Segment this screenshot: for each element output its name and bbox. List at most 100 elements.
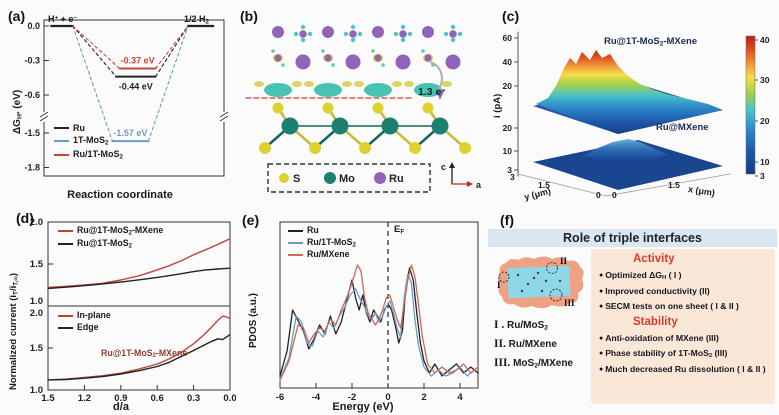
panel-e: (e) -6 -4 -2 0 2 4 PDOS (a.u.) Energy (eV) EF… bbox=[240, 210, 486, 413]
legend-item: Ru bbox=[288, 225, 356, 237]
panel-c-xtick: 0 bbox=[612, 190, 617, 200]
svg-text:0.6: 0.6 bbox=[151, 393, 164, 404]
legend-swatch bbox=[288, 229, 303, 232]
svg-text:-0.6: -0.6 bbox=[24, 90, 40, 100]
panel-b-structure: S Mo Ru c a bbox=[245, 24, 482, 193]
svg-text:-1.5: -1.5 bbox=[24, 128, 40, 138]
interface-legend-row: II. Ru/MXene bbox=[494, 338, 591, 350]
panel-f-label: (f) bbox=[500, 212, 514, 228]
svg-text:0.9: 0.9 bbox=[114, 393, 127, 404]
panel-d-xlabel: d/a bbox=[113, 401, 129, 413]
svg-text:40: 40 bbox=[503, 57, 513, 67]
svg-text:30: 30 bbox=[760, 75, 770, 85]
svg-text:0.0: 0.0 bbox=[27, 21, 40, 31]
svg-text:4: 4 bbox=[457, 392, 463, 403]
svg-text:-0.3: -0.3 bbox=[24, 56, 40, 66]
panel-c-zlabel: i (pA) bbox=[492, 93, 503, 118]
panel-f-schematic-column: I II III I . Ru/MoS2 II. Ru/MXene III. M… bbox=[488, 249, 591, 404]
svg-text:0.3: 0.3 bbox=[187, 393, 200, 404]
panel-e-legend: Ru Ru/1T-MoS2 Ru/MXene bbox=[288, 225, 356, 261]
panel-d-ylabel: Normalized current (iT/iT,∞) bbox=[8, 272, 20, 390]
legend-label: Edge bbox=[77, 321, 99, 332]
panel-d: (d) 2.0 1.5 1.0 2.0 1.5 1.0 1.5 1.2 0.9 0.6 0.3 0.0… bbox=[6, 210, 236, 413]
svg-text:1.2: 1.2 bbox=[78, 393, 91, 404]
panel-e-ylabel: PDOS (a.u.) bbox=[248, 292, 259, 348]
svg-text:2: 2 bbox=[421, 392, 426, 403]
interface-III-circle bbox=[549, 288, 563, 302]
svg-text:40: 40 bbox=[760, 35, 770, 45]
panel-d-chart: 2.01.51.02.01.51.01.5 1.2 0.9 0.6 0.3 0.0 bbox=[30, 217, 236, 404]
legend-item: In-plane bbox=[58, 310, 111, 322]
legend-label: Ru/MXene bbox=[307, 249, 350, 260]
panel-a-chart: 0.0 -0.3 -0.6 -1.5 -1.8 -1.57 eV -0.44 eV -0.37… bbox=[24, 19, 229, 177]
svg-text:20: 20 bbox=[760, 116, 770, 126]
interface-legend-row: I . Ru/MoS2 bbox=[494, 319, 591, 331]
svg-text:a: a bbox=[476, 180, 482, 190]
legend-swatch bbox=[288, 254, 303, 257]
legend-swatch bbox=[54, 127, 69, 130]
panel-d-legend-top: Ru@1T-MoS2-MXene Ru@1T-MoS2 bbox=[58, 225, 163, 250]
panel-e-chart: -6 -4 -2 0 2 4 bbox=[276, 221, 479, 403]
svg-text:-4: -4 bbox=[312, 392, 321, 403]
svg-text:0: 0 bbox=[385, 392, 390, 403]
panel-c-surface2-label: Ru@MXene bbox=[656, 122, 709, 133]
legend-label: 1T-MoS2 bbox=[73, 135, 109, 147]
legend-item: Ru@1T-MoS2 bbox=[58, 238, 163, 251]
panel-b-label: (b) bbox=[240, 8, 258, 24]
legend-label: In-plane bbox=[77, 310, 111, 320]
mos2-sheet-shape bbox=[507, 265, 571, 299]
panel-a-ylabel: ΔGH* (eV) bbox=[12, 89, 24, 134]
legend-item: Ru/1T-MoS2 bbox=[54, 148, 123, 162]
panel-f-body: I II III I . Ru/MoS2 II. Ru/MXene III. M… bbox=[488, 249, 777, 404]
interface-legend: I . Ru/MoS2 II. Ru/MXene III. MoS2/MXene bbox=[494, 319, 591, 370]
panel-a-xlabel: Reaction coordinate bbox=[67, 189, 173, 201]
svg-text:2.0: 2.0 bbox=[30, 308, 43, 319]
panel-c-surface1-label: Ru@1T-MoS2-MXene bbox=[604, 36, 698, 48]
svg-text:1.5: 1.5 bbox=[30, 259, 44, 270]
legend-swatch bbox=[54, 140, 69, 143]
svg-text:3: 3 bbox=[760, 171, 765, 181]
legend-label: Ru bbox=[389, 173, 404, 185]
panel-a: (a) 0.0 -0.3 -0.6 -1.5 -1.8 -1.57 eV -0.44 eV -… bbox=[6, 6, 234, 206]
interface-name: Ru/MXene bbox=[508, 339, 557, 351]
svg-text:1.5: 1.5 bbox=[41, 393, 55, 404]
activity-item: Optimized ΔGH ( I ) bbox=[599, 270, 771, 281]
activity-item: SECM tests on one sheet ( I & II ) bbox=[599, 301, 771, 311]
legend-item: 1T-MoS2 bbox=[54, 134, 123, 148]
panel-a-legend: Ru 1T-MoS2 Ru/1T-MoS2 bbox=[54, 122, 123, 162]
panel-c-label: (c) bbox=[502, 8, 520, 24]
triple-interface-schematic: I II III bbox=[497, 256, 584, 309]
legend-swatch bbox=[54, 153, 69, 156]
interface-name: MoS2/MXene bbox=[513, 358, 573, 370]
panel-e-label: (e) bbox=[242, 212, 260, 228]
interface-name: Ru/MoS2 bbox=[507, 320, 549, 332]
interface-numeral: II. bbox=[494, 338, 506, 351]
legend-item: Edge bbox=[58, 322, 111, 334]
activity-heading: Activity bbox=[633, 253, 675, 265]
interface-I-circle bbox=[498, 271, 510, 283]
stability-item: Much decreased Ru dissolution ( I & II ) bbox=[599, 364, 771, 374]
panel-b-charge-transfer: 1.3 e− bbox=[418, 86, 446, 98]
legend-item: Ru bbox=[54, 122, 123, 134]
panel-d-legend-bottom: In-plane Edge bbox=[58, 310, 111, 334]
legend-label: Mo bbox=[339, 173, 355, 185]
panel-c-ytick: 1.5 bbox=[538, 180, 550, 190]
panel-a-label: (a) bbox=[8, 8, 26, 24]
activity-item: Improved conductivity (II) bbox=[599, 286, 771, 296]
panel-b: (b) S Mo Ru c a 1.3 e− bbox=[238, 6, 486, 206]
svg-text:10: 10 bbox=[503, 146, 513, 156]
panel-c-ytick: 3 bbox=[510, 172, 515, 182]
panel-c-ytick: 0 bbox=[596, 190, 601, 200]
svg-text:-6: -6 bbox=[276, 392, 284, 403]
legend-swatch bbox=[58, 230, 73, 233]
panel-d-label: (d) bbox=[16, 210, 34, 226]
legend-swatch bbox=[58, 314, 73, 317]
ru-particle-dots bbox=[516, 271, 562, 293]
legend-label: Ru@1T-MoS2-MXene bbox=[77, 225, 164, 237]
svg-text:c: c bbox=[441, 162, 446, 172]
panel-f: (f) Role of triple interfaces I II bbox=[488, 212, 777, 412]
panel-d-annotation: Ru@1T-MoS2-MXene bbox=[101, 348, 188, 360]
legend-label: S bbox=[293, 173, 300, 185]
